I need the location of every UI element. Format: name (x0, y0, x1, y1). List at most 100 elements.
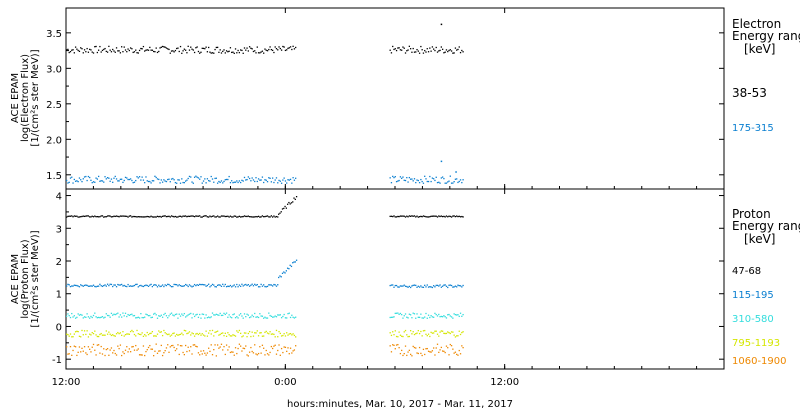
data-point (269, 216, 271, 218)
data-point (224, 215, 226, 218)
data-point (252, 50, 255, 53)
data-point (195, 175, 197, 177)
data-point (454, 351, 457, 353)
data-point (195, 333, 197, 335)
data-point (133, 349, 136, 351)
data-point (427, 350, 430, 352)
proton-ylabel-line2: log(Proton Flux) (20, 239, 31, 318)
data-point (225, 215, 228, 218)
data-point (153, 180, 155, 182)
data-point (220, 215, 223, 217)
data-point (426, 284, 428, 286)
data-point (265, 349, 267, 352)
data-point (424, 215, 426, 218)
data-point (289, 178, 292, 181)
data-point (131, 216, 133, 218)
data-point (269, 331, 271, 333)
data-point (190, 285, 192, 287)
data-point (243, 313, 246, 315)
data-point (184, 330, 187, 332)
data-point (222, 332, 224, 334)
data-point (110, 178, 113, 180)
data-point (115, 215, 118, 217)
data-point (274, 179, 276, 181)
data-point (444, 332, 446, 335)
data-point (284, 205, 286, 208)
data-point (115, 178, 118, 180)
data-point (251, 283, 253, 285)
data-point (225, 312, 228, 314)
data-point (109, 180, 111, 182)
data-point (211, 283, 214, 286)
data-point (176, 313, 178, 315)
data-point (439, 215, 441, 218)
data-point (293, 48, 296, 50)
data-point (184, 180, 187, 182)
data-point (241, 315, 243, 317)
data-point (196, 215, 198, 217)
data-point (252, 179, 255, 181)
data-point (404, 285, 407, 287)
data-point (390, 334, 393, 337)
data-point (200, 350, 202, 352)
data-point (288, 312, 290, 314)
data-point (135, 335, 137, 337)
data-point (292, 177, 294, 179)
data-point (121, 46, 123, 48)
data-point (193, 344, 196, 346)
data-point (167, 283, 169, 286)
data-point (100, 51, 102, 53)
data-point (92, 314, 95, 317)
electron-ylabel-line1: ACE EPAM (10, 73, 21, 123)
x-axis-label: hours:minutes, Mar. 10, 2017 - Mar. 11, … (287, 399, 513, 410)
data-point (248, 46, 251, 48)
data-point (95, 316, 97, 318)
data-point (458, 330, 460, 332)
data-point (140, 354, 142, 356)
data-point (459, 333, 462, 336)
data-point (178, 215, 180, 217)
data-point (256, 283, 258, 286)
data-point (138, 333, 141, 336)
data-point (416, 313, 418, 315)
data-point (114, 215, 116, 218)
data-point (250, 335, 252, 338)
data-point (103, 348, 105, 350)
data-point (278, 344, 280, 346)
data-point (227, 51, 229, 53)
data-point (270, 215, 273, 217)
data-point (140, 284, 142, 287)
data-point (408, 349, 411, 351)
data-point (295, 196, 298, 198)
data-point (268, 216, 270, 218)
data-point (254, 312, 256, 315)
data-point (67, 182, 69, 184)
data-point (402, 215, 404, 217)
data-point (183, 285, 186, 287)
data-point (429, 216, 431, 218)
data-point (170, 50, 173, 52)
data-point (453, 334, 455, 336)
data-point (122, 51, 124, 53)
data-point (127, 351, 129, 353)
data-point (214, 177, 216, 180)
data-point (422, 286, 425, 288)
data-point (436, 284, 439, 287)
data-point (97, 316, 100, 319)
data-point (149, 314, 151, 317)
data-point (154, 51, 156, 53)
data-point (397, 286, 399, 288)
data-point (172, 177, 174, 180)
data-point (246, 284, 248, 287)
data-point (155, 343, 157, 345)
data-point (434, 179, 436, 182)
data-point (284, 335, 287, 337)
data-point (395, 180, 398, 183)
data-point (415, 347, 417, 349)
data-point (96, 335, 99, 338)
data-point (289, 264, 291, 266)
data-point (92, 343, 95, 346)
data-point (236, 352, 238, 355)
data-point (150, 182, 152, 184)
